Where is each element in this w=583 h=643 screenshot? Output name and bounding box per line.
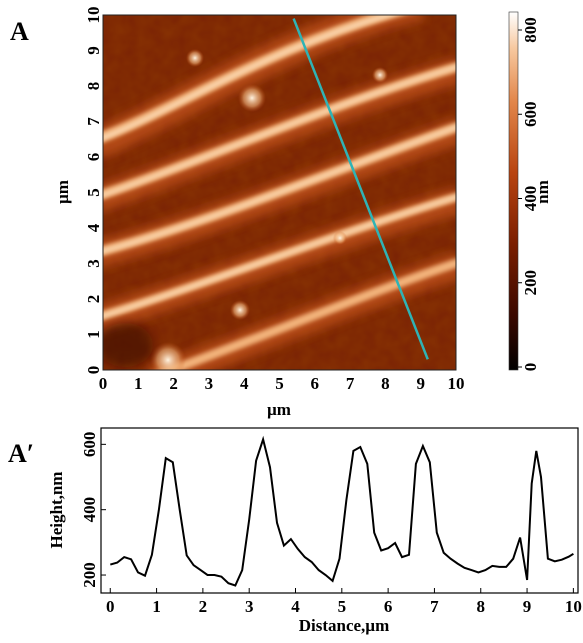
panel-a-prime-label: A′ <box>8 439 34 468</box>
panel-a-y-tick: 1 <box>84 330 103 339</box>
profile-y-tick-label: 400 <box>80 497 99 523</box>
profile-line <box>110 435 574 587</box>
profile-x-tick-label: 2 <box>199 597 208 616</box>
panel-a-x-tick: 7 <box>346 374 355 393</box>
panel-a-y-tick: 10 <box>84 7 103 24</box>
panel-a-y-tick: 7 <box>84 117 103 126</box>
panel-a-y-tick: 8 <box>84 82 103 91</box>
profile-y-tick-label: 600 <box>80 432 99 458</box>
panel-a-x-tick: 9 <box>416 374 425 393</box>
panel-a-y-tick: 4 <box>84 223 103 232</box>
panel-a-y-ticks: 0 1 2 3 4 5 6 7 8 9 10 <box>84 7 103 375</box>
panel-a-y-tick: 5 <box>84 188 103 197</box>
panel-a-label: A <box>10 17 29 46</box>
panel-a-x-tick: 2 <box>169 374 178 393</box>
panel-a-y-tick: 6 <box>84 153 103 162</box>
panel-a-x-tick: 1 <box>134 374 143 393</box>
colorbar-tick-label: 600 <box>521 102 540 128</box>
panel-a-x-tick: 5 <box>275 374 284 393</box>
colorbar-tick-label: 0 <box>521 363 540 372</box>
afm-image <box>103 15 456 370</box>
profile-x-tick-label: 9 <box>523 597 532 616</box>
profile-x-tick-label: 3 <box>245 597 254 616</box>
panel-a-y-axis-label: µm <box>53 180 72 204</box>
panel-a-x-tick: 6 <box>311 374 320 393</box>
profile-x-tick-label: 8 <box>476 597 485 616</box>
profile-x-tick-label: 1 <box>152 597 161 616</box>
panel-a-x-tick: 4 <box>240 374 249 393</box>
panel-a-x-tick: 8 <box>381 374 390 393</box>
profile-y-tick-label: 200 <box>80 562 99 588</box>
profile-x-tick-label: 6 <box>384 597 393 616</box>
panel-a-x-ticks: 0 1 2 3 4 5 6 7 8 9 10 <box>99 374 465 393</box>
profile-y-axis-label: Height,nm <box>47 472 66 549</box>
colorbar-tick-label: 400 <box>521 186 540 212</box>
colorbar-ticks: 0 200 400 600 800 <box>518 17 540 371</box>
panel-a-x-tick: 0 <box>99 374 108 393</box>
profile-x-tick-label: 10 <box>565 597 582 616</box>
panel-a-y-tick: 2 <box>84 295 103 304</box>
panel-a-y-tick: 3 <box>84 259 103 268</box>
profile-x-tick-label: 0 <box>106 597 115 616</box>
profile-x-axis-label: Distance,µm <box>299 616 390 635</box>
colorbar-unit-label: nm <box>533 180 552 204</box>
profile-y-ticks: 200 400 600 <box>80 432 106 588</box>
colorbar <box>508 11 519 371</box>
colorbar-tick-label: 800 <box>521 17 540 43</box>
colorbar-tick-label: 200 <box>521 270 540 296</box>
afm-image-frame <box>102 14 457 371</box>
panel-a-x-axis-label: µm <box>267 400 291 419</box>
profile-x-tick-label: 4 <box>291 597 300 616</box>
profile-x-ticks: 0 1 2 3 4 5 6 7 8 9 10 <box>106 588 582 616</box>
profile-plot-frame <box>100 427 579 594</box>
profile-x-tick-label: 5 <box>338 597 347 616</box>
panel-a-x-tick: 10 <box>448 374 465 393</box>
profile-x-tick-label: 7 <box>430 597 439 616</box>
scan-line <box>292 18 429 360</box>
panel-a-y-tick: 9 <box>84 46 103 55</box>
panel-a-x-tick: 3 <box>205 374 214 393</box>
panel-a-y-tick: 0 <box>84 366 103 375</box>
